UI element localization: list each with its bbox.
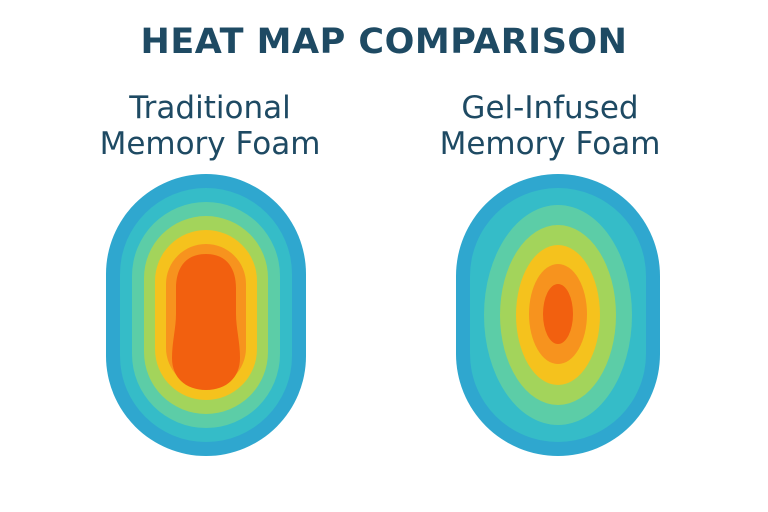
traditional-label-line1: Traditional xyxy=(129,90,291,126)
heat-core xyxy=(172,254,240,390)
traditional-foam-label: Traditional Memory Foam xyxy=(60,90,360,162)
gel-foam-label: Gel-Infused Memory Foam xyxy=(400,90,700,162)
gel-label-line2: Memory Foam xyxy=(439,126,661,162)
gel-label-line1: Gel-Infused xyxy=(461,90,639,126)
gel-foam-heat-map xyxy=(456,174,660,456)
traditional-foam-heat-map xyxy=(106,174,306,456)
traditional-label-line2: Memory Foam xyxy=(99,126,321,162)
page-title: HEAT MAP COMPARISON xyxy=(140,22,628,62)
heat-core xyxy=(543,284,573,344)
